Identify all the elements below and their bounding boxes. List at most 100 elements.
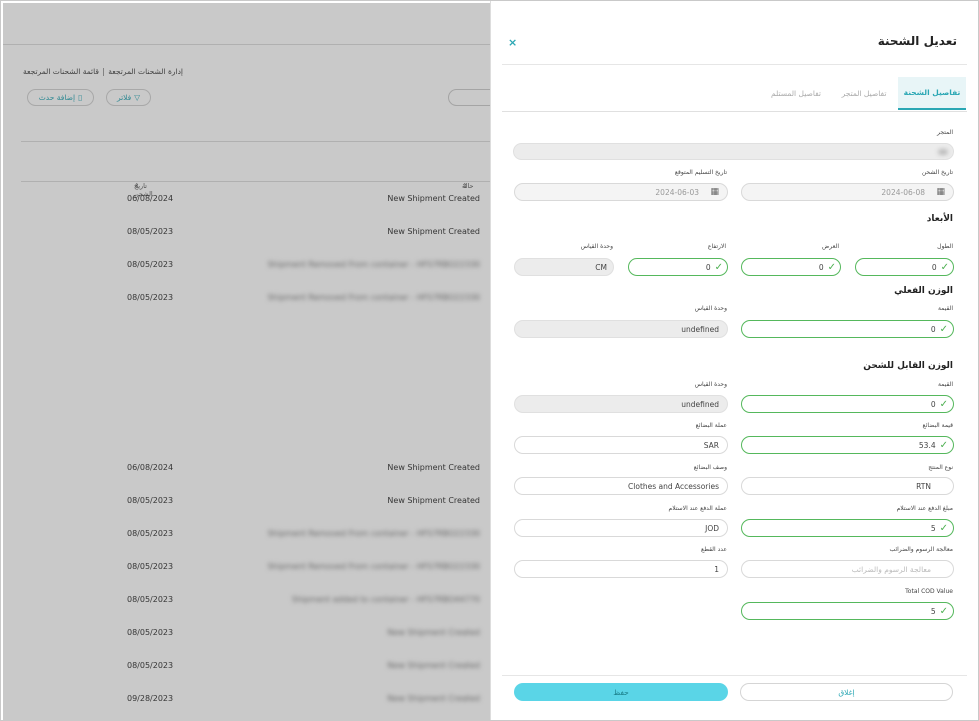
row-date: 06/08/2024	[127, 463, 174, 472]
add-event-button[interactable]: إضافة حدث ▯	[27, 89, 94, 106]
row-status: Shipment Removed From container - HFS7RB…	[267, 260, 480, 269]
ship-date-label: تاريخ الشحن	[921, 169, 953, 176]
expected-delivery-value: 2024-06-03	[655, 187, 699, 197]
table-row[interactable]: 08/05/2023 Shipment Removed From containe…	[21, 550, 491, 583]
sort-icon: ⇕	[134, 182, 140, 190]
pieces-label: عدد القطع	[701, 546, 727, 553]
chargeable-weight-unit-value: undefined	[681, 399, 719, 409]
cod-amount-field[interactable]: 5 ✓	[741, 519, 954, 537]
pieces-field[interactable]: 1	[514, 560, 728, 578]
chargeable-weight-unit-label: وحدة القياس	[694, 381, 727, 388]
table-row[interactable]: 08/05/2023 Shipment Removed From containe…	[21, 517, 491, 550]
calendar-icon[interactable]: ▦	[710, 187, 719, 197]
row-status: Shipment Removed From container - HFS7RB…	[267, 562, 480, 571]
table-row[interactable]: 09/28/2023 New Shipment Created	[21, 682, 491, 715]
ship-date-field[interactable]: 2024-06-08 ▦	[741, 183, 954, 201]
header-status-label: حالة	[462, 182, 474, 190]
header-ship-date-label: تاريخ الشحن	[134, 182, 153, 198]
length-field[interactable]: 0 ✓	[855, 258, 954, 276]
height-field[interactable]: 0 ✓	[628, 258, 728, 276]
goods-value-label: قيمة البضائع	[922, 422, 953, 429]
row-date: 09/28/2023	[127, 694, 174, 703]
save-button[interactable]: حفظ	[514, 683, 728, 701]
row-date: 08/05/2023	[127, 628, 174, 637]
tab-store-details[interactable]: تفاصيل المتجر	[841, 89, 887, 98]
row-date: 08/05/2023	[127, 227, 174, 236]
table-row[interactable]: 08/05/2023 New Shipment Created	[21, 215, 491, 248]
actual-weight-value-label: القيمة	[937, 305, 953, 312]
actual-weight-title: الوزن الفعلي	[894, 286, 953, 296]
chargeable-weight-title: الوزن القابل للشحن	[863, 361, 953, 371]
height-value: 0	[705, 262, 711, 272]
width-field[interactable]: 0 ✓	[741, 258, 841, 276]
close-button[interactable]: إغلاق	[740, 683, 953, 701]
pieces-value: 1	[714, 564, 719, 574]
check-icon: ✓	[939, 605, 948, 617]
check-icon: ✓	[939, 522, 948, 534]
breadcrumb: إدارة الشحنات المرتجعة | قائمة الشحنات ا…	[23, 67, 183, 76]
goods-currency-field[interactable]: SAR	[514, 436, 728, 454]
add-event-label: إضافة حدث	[38, 93, 76, 102]
filters-label: فلاتر	[116, 93, 132, 102]
chargeable-weight-unit-field[interactable]: undefined	[514, 395, 728, 413]
goods-value-field[interactable]: 53.4 ✓	[741, 436, 954, 454]
check-icon: ✓	[827, 261, 836, 273]
row-status: Shipment added to container - HFS7RBO447…	[291, 595, 480, 604]
product-type-label: نوع المنتج	[928, 464, 953, 471]
table-row[interactable]: 08/05/2023 Shipment added to container - …	[21, 583, 491, 616]
table-row[interactable]: 08/05/2023 Shipment Removed From containe…	[21, 281, 491, 314]
table-row[interactable]: 08/05/2023 New Shipment Created	[21, 616, 491, 649]
row-status: New Shipment Created	[387, 496, 480, 505]
row-status: New Shipment Created	[387, 194, 480, 203]
goods-description-value: Clothes and Accessories	[628, 481, 719, 491]
dimension-unit-field[interactable]: CM	[514, 258, 614, 276]
height-label: الارتفاع	[707, 243, 726, 250]
expected-delivery-label: تاريخ التسليم المتوقع	[674, 169, 727, 176]
breadcrumb-current: قائمة الشحنات المرتجعة	[23, 67, 100, 76]
close-icon[interactable]: ×	[508, 36, 518, 49]
drawer-tabs: تفاصيل الشحنة تفاصيل المتجر تفاصيل المست…	[762, 77, 966, 110]
store-field[interactable]	[513, 143, 954, 160]
row-status: Shipment Removed From container - HFS7RB…	[267, 529, 480, 538]
sort-icon: ⇕	[462, 182, 468, 190]
product-type-field[interactable]: RTN	[741, 477, 954, 495]
calendar-icon[interactable]: ▦	[936, 187, 945, 197]
duties-field[interactable]: معالجة الرسوم والضرائب	[741, 560, 954, 578]
row-date: 06/08/2024	[127, 194, 174, 203]
cod-amount-value: 5	[930, 523, 936, 533]
check-icon: ✓	[714, 261, 723, 273]
row-status: New Shipment Created	[387, 463, 480, 472]
tab-shipment-details[interactable]: تفاصيل الشحنة	[898, 77, 966, 110]
edit-shipment-drawer: تعديل الشحنة × تفاصيل الشحنة تفاصيل المت…	[490, 1, 978, 720]
table-row[interactable]: 08/05/2023 New Shipment Created	[21, 484, 491, 517]
goods-currency-value: SAR	[703, 440, 719, 450]
row-date: 08/05/2023	[127, 562, 174, 571]
table-row[interactable]: 06/08/2024 New Shipment Created	[21, 451, 491, 484]
row-status: Shipment Removed From container - HFS7RB…	[267, 293, 480, 302]
table-row[interactable]: 08/05/2023 Shipment Removed From containe…	[21, 248, 491, 281]
check-icon: ✓	[939, 398, 948, 410]
expected-delivery-field[interactable]: 2024-06-03 ▦	[514, 183, 728, 201]
breadcrumb-parent[interactable]: إدارة الشحنات المرتجعة	[108, 67, 183, 76]
row-status: New Shipment Created	[387, 628, 480, 637]
cod-currency-field[interactable]: JOD	[514, 519, 728, 537]
actual-weight-unit-value: undefined	[681, 324, 719, 334]
table-row[interactable]: 08/05/2023 New Shipment Created	[21, 649, 491, 682]
total-cod-field[interactable]: 5 ✓	[741, 602, 954, 620]
total-cod-value: 5	[930, 606, 936, 616]
row-date: 08/05/2023	[127, 661, 174, 670]
tab-recipient-details[interactable]: تفاصيل المستلم	[771, 89, 821, 98]
actual-weight-unit-field[interactable]: undefined	[514, 320, 728, 338]
row-date: 08/05/2023	[127, 496, 174, 505]
width-label: العرض	[822, 243, 839, 250]
goods-description-field[interactable]: Clothes and Accessories	[514, 477, 728, 495]
check-icon: ✓	[940, 261, 949, 273]
cod-currency-value: JOD	[705, 523, 719, 533]
filters-button[interactable]: فلاتر ▽	[106, 89, 151, 106]
actual-weight-field[interactable]: 0 ✓	[741, 320, 954, 338]
goods-currency-label: عملة البضائع	[695, 422, 727, 429]
table-row[interactable]: 06/08/2024 New Shipment Created	[21, 182, 491, 215]
row-date: 08/05/2023	[127, 529, 174, 538]
table-header: ⇕ تاريخ الشحن حالة ⇕	[21, 141, 491, 198]
chargeable-weight-field[interactable]: 0 ✓	[741, 395, 954, 413]
